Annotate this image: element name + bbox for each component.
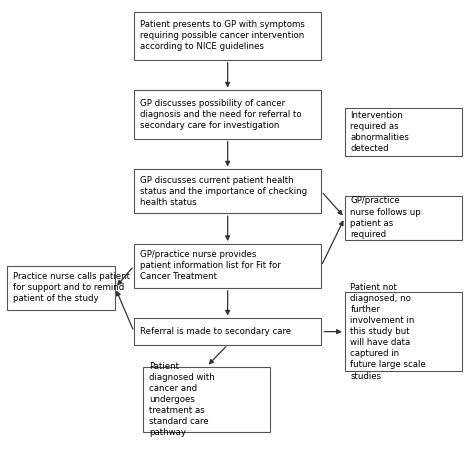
Text: Referral is made to secondary care: Referral is made to secondary care: [139, 327, 291, 336]
FancyBboxPatch shape: [8, 266, 115, 310]
Text: GP discusses possibility of cancer
diagnosis and the need for referral to
second: GP discusses possibility of cancer diagn…: [139, 99, 301, 130]
Text: GP/practice nurse provides
patient information list for Fit for
Cancer Treatment: GP/practice nurse provides patient infor…: [139, 250, 280, 282]
Text: GP/practice
nurse follows up
patient as
required: GP/practice nurse follows up patient as …: [350, 197, 421, 239]
FancyBboxPatch shape: [345, 196, 462, 240]
FancyBboxPatch shape: [143, 367, 270, 432]
Text: GP discusses current patient health
status and the importance of checking
health: GP discusses current patient health stat…: [139, 176, 307, 207]
FancyBboxPatch shape: [134, 318, 321, 345]
FancyBboxPatch shape: [134, 91, 321, 139]
Text: Patient
diagnosed with
cancer and
undergoes
treatment as
standard care
pathway: Patient diagnosed with cancer and underg…: [149, 362, 215, 437]
Text: Patient not
diagnosed, no
further
involvement in
this study but
will have data
c: Patient not diagnosed, no further involv…: [350, 283, 426, 381]
FancyBboxPatch shape: [345, 108, 462, 156]
FancyBboxPatch shape: [134, 244, 321, 288]
Text: Intervention
required as
abnormalities
detected: Intervention required as abnormalities d…: [350, 111, 409, 153]
Text: Patient presents to GP with symptoms
requiring possible cancer intervention
acco: Patient presents to GP with symptoms req…: [139, 20, 304, 51]
Text: Practice nurse calls patient
for support and to remind
patient of the study: Practice nurse calls patient for support…: [13, 272, 130, 304]
FancyBboxPatch shape: [134, 12, 321, 60]
FancyBboxPatch shape: [134, 169, 321, 213]
FancyBboxPatch shape: [345, 292, 462, 371]
